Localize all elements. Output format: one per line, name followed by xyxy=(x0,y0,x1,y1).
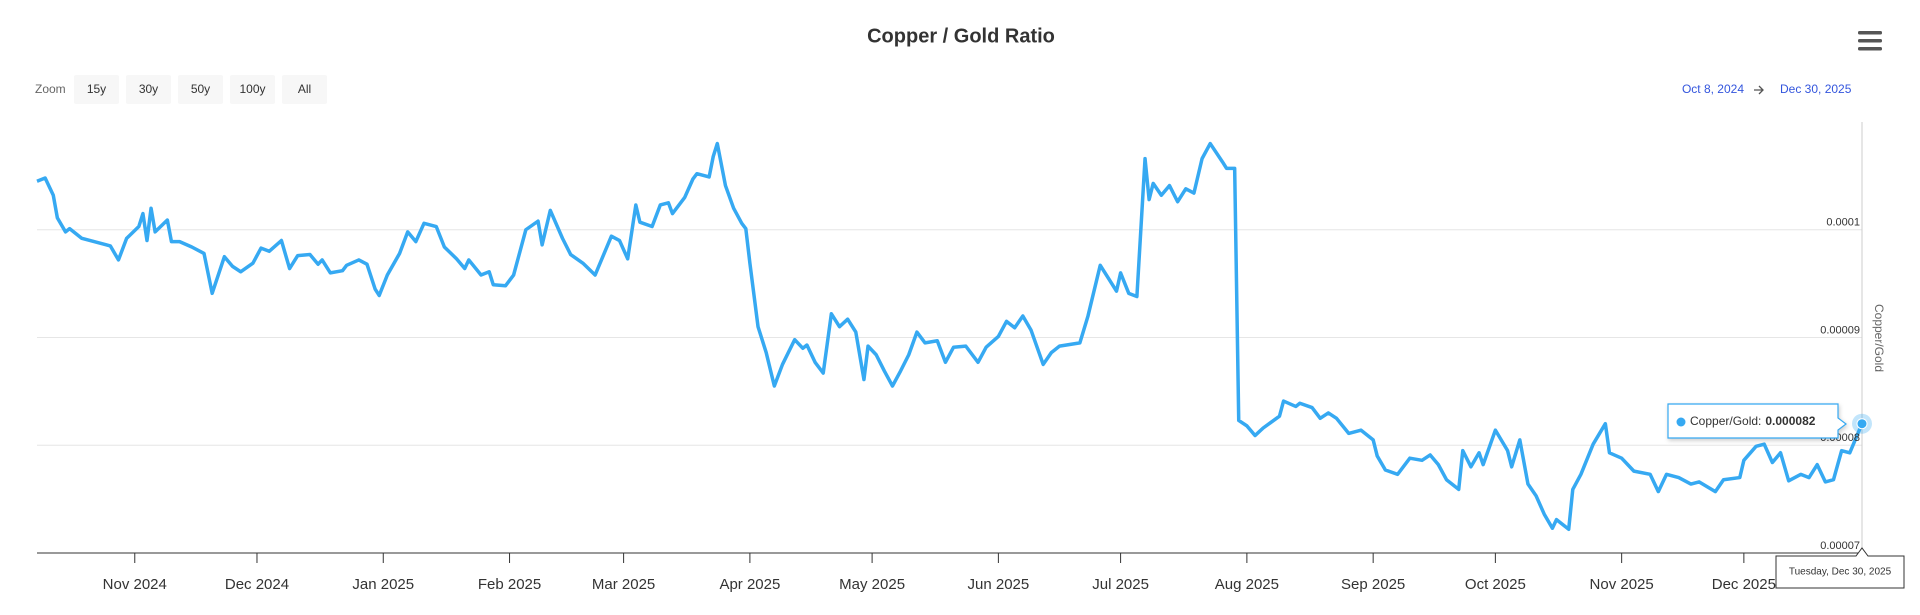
x-tick-label: Aug 2025 xyxy=(1215,576,1279,593)
zoom-label: Zoom xyxy=(35,82,66,96)
tooltip-value: 0.000082 xyxy=(1765,414,1815,428)
x-tick-label: Nov 2025 xyxy=(1590,576,1654,593)
zoom-button-bg xyxy=(126,75,171,104)
series xyxy=(36,141,1864,532)
x-tick-label: Apr 2025 xyxy=(719,576,780,593)
zoom-button-label: 15y xyxy=(87,82,106,96)
zoom-button-bg xyxy=(282,75,327,104)
grid xyxy=(37,229,1862,554)
zoom-buttons: 15y 30y 50y 100y All xyxy=(74,75,327,104)
x-tick-label: Jul 2025 xyxy=(1092,576,1149,593)
tooltip-box xyxy=(1667,403,1847,439)
range-from[interactable]: Oct 8, 2024 xyxy=(1682,82,1744,96)
zoom-button-label: 100y xyxy=(239,82,265,96)
hover-point xyxy=(1856,418,1868,430)
tooltip-label: Copper/Gold: xyxy=(1690,414,1761,428)
tooltip-marker xyxy=(1676,417,1686,427)
range-arrow xyxy=(1754,85,1764,95)
chart-title: Copper / Gold Ratio xyxy=(867,25,1055,47)
zoom-button-label: All xyxy=(298,82,311,96)
date-tooltip-box xyxy=(1775,547,1905,589)
x-tick-label: Jun 2025 xyxy=(968,576,1030,593)
x-tick-label: Dec 2024 xyxy=(225,576,289,593)
zoom-button[interactable]: 100y xyxy=(230,75,275,104)
x-tick-label: Oct 2025 xyxy=(1465,576,1526,593)
tooltip-date: Tuesday, Dec 30, 2025 xyxy=(1789,567,1892,578)
x-tick-label: May 2025 xyxy=(839,576,905,593)
tooltip: Copper/Gold: 0.000082 Tuesday, Dec 30, 202… xyxy=(1667,403,1905,589)
menu-bar xyxy=(1858,47,1882,51)
line-series xyxy=(36,141,1864,532)
menu-bar xyxy=(1858,39,1882,43)
zoom-button[interactable]: All xyxy=(282,75,327,104)
range-to[interactable]: Dec 30, 2025 xyxy=(1780,82,1852,96)
x-tick-label: Mar 2025 xyxy=(592,576,655,593)
zoom-button-label: 50y xyxy=(191,82,210,96)
menu-bar xyxy=(1858,31,1882,35)
zoom-button[interactable]: 50y xyxy=(178,75,223,104)
y-tick-label: 0.00009 xyxy=(1820,324,1860,336)
menu-button[interactable] xyxy=(1858,31,1882,51)
y-tick-label: 0.00007 xyxy=(1820,540,1860,552)
y-axis-title: Copper/Gold xyxy=(1872,304,1886,372)
x-tick-label: Feb 2025 xyxy=(478,576,541,593)
tooltip-text: Copper/Gold: 0.000082 xyxy=(1690,414,1816,428)
x-tick-label: Dec 2025 xyxy=(1712,576,1776,593)
zoom-button-bg xyxy=(230,75,275,104)
y-tick-label: 0.0001 xyxy=(1826,217,1860,229)
zoom-button[interactable]: 15y xyxy=(74,75,119,104)
range-display: Oct 8, 2024 Dec 30, 2025 xyxy=(1682,82,1852,96)
zoom-button-bg xyxy=(178,75,223,104)
x-tick-label: Nov 2024 xyxy=(103,576,167,593)
zoom-button-label: 30y xyxy=(139,82,158,96)
x-tick-label: Sep 2025 xyxy=(1341,576,1405,593)
zoom-button-bg xyxy=(74,75,119,104)
zoom-button[interactable]: 30y xyxy=(126,75,171,104)
x-tick-label: Jan 2025 xyxy=(352,576,414,593)
